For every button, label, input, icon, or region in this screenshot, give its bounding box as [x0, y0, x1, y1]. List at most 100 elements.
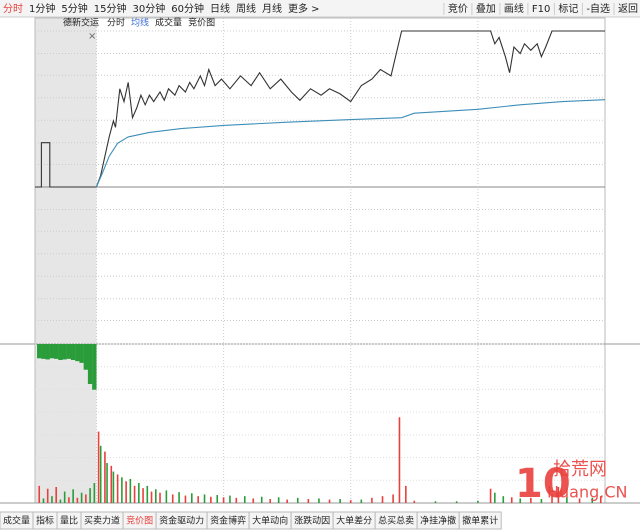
- volume-bar: [502, 496, 505, 503]
- auction-unmatched-bar: [83, 344, 89, 370]
- period-tab[interactable]: 月线: [262, 2, 282, 15]
- volume-bar: [243, 496, 246, 503]
- volume-bar: [318, 498, 320, 503]
- bottom-tab[interactable]: 总买总卖: [374, 511, 418, 530]
- volume-bar: [398, 417, 401, 503]
- volume-bar: [269, 498, 272, 503]
- header-item[interactable]: 竞价图: [188, 17, 215, 29]
- price-line: [35, 30, 605, 188]
- auction-volume-bar: [85, 494, 87, 503]
- close-button[interactable]: ×: [88, 31, 96, 42]
- header-item[interactable]: 成交量: [155, 17, 182, 29]
- volume-bar: [110, 465, 113, 503]
- bottom-tab[interactable]: 大单差分: [332, 511, 376, 530]
- stock-name: 德新交运: [63, 17, 99, 29]
- auction-unmatched-bar: [45, 344, 50, 360]
- volume-bar: [557, 486, 560, 503]
- header-item[interactable]: 分时: [107, 17, 125, 29]
- auction-volume-bar: [42, 498, 45, 503]
- period-tab[interactable]: 15分钟: [94, 2, 127, 15]
- tab-label: 涨跌动因: [294, 516, 330, 527]
- auction-volume-bar: [46, 488, 49, 503]
- toolbar-action[interactable]: 叠加: [476, 3, 496, 15]
- period-tab[interactable]: 更多 >: [288, 2, 320, 15]
- bottom-tab[interactable]: 竞价图: [122, 511, 157, 530]
- auction-unmatched-bar: [87, 344, 93, 385]
- auction-volume-bar: [72, 489, 74, 503]
- volume-bar: [307, 498, 310, 503]
- auction-unmatched-bar: [79, 344, 84, 363]
- auction-unmatched-bar: [75, 344, 80, 362]
- tab-label: 净挂净撤: [420, 515, 456, 527]
- period-tab[interactable]: 周线: [236, 2, 256, 15]
- volume-bar: [125, 481, 127, 503]
- volume-bar: [142, 488, 144, 503]
- period-tab[interactable]: 1分钟: [29, 2, 55, 15]
- toolbar-action[interactable]: F10: [532, 4, 550, 15]
- bottom-tab[interactable]: 大单动向: [248, 511, 292, 530]
- period-tab[interactable]: 日线: [210, 2, 230, 15]
- volume-bar: [540, 498, 543, 503]
- toolbar-action[interactable]: -自选: [586, 2, 610, 15]
- auction-unmatched-bar: [70, 344, 76, 361]
- volume-bar: [121, 477, 123, 503]
- volume-bar: [133, 485, 136, 503]
- auction-bg: [35, 18, 97, 503]
- volume-bar: [371, 497, 373, 503]
- watermark-name: 拾荒网: [553, 459, 607, 480]
- tab-label: 量比: [60, 515, 78, 527]
- volume-bar: [591, 497, 594, 503]
- volume-bar: [566, 497, 568, 503]
- bottom-tab[interactable]: 量比: [56, 511, 82, 530]
- tab-label: 资金驱动力: [159, 515, 204, 527]
- volume-bar: [159, 492, 161, 503]
- volume-bar: [328, 499, 331, 503]
- volume-bar: [530, 497, 532, 503]
- auction-unmatched-bar: [62, 344, 67, 360]
- bottom-tab[interactable]: 资金博弈: [206, 511, 250, 530]
- bottom-tab[interactable]: 涨跌动因: [290, 511, 334, 530]
- volume-bar: [154, 489, 157, 503]
- bottom-tab[interactable]: 净挂净撤: [416, 511, 460, 530]
- volume-bar: [339, 498, 341, 503]
- bottom-tab[interactable]: 撤单累计: [458, 511, 502, 530]
- toolbar-action[interactable]: 画线: [504, 2, 524, 15]
- volume-bar: [296, 497, 299, 503]
- volume-bar: [222, 497, 225, 503]
- period-tab[interactable]: 分时: [3, 3, 23, 15]
- auction-unmatched-bar: [58, 344, 63, 361]
- volume-bar: [277, 497, 280, 503]
- period-tab[interactable]: 5分钟: [61, 2, 87, 15]
- toolbar-bg: [0, 0, 640, 17]
- volume-bar: [210, 496, 212, 503]
- bottom-tab[interactable]: 成交量: [0, 511, 34, 530]
- volume-bar: [286, 499, 288, 503]
- volume-bar: [146, 485, 149, 503]
- auction-volume-bar: [63, 491, 66, 503]
- watermark-site: Huang.CN: [547, 483, 628, 502]
- toolbar-action[interactable]: 返回: [618, 3, 638, 15]
- tab-label: 总买总卖: [378, 515, 414, 527]
- volume-bar: [494, 492, 496, 503]
- bottom-tab[interactable]: 指标: [32, 511, 58, 530]
- bottom-tab[interactable]: 买卖力道: [80, 511, 124, 530]
- volume-bar: [381, 496, 384, 503]
- period-tab[interactable]: 60分钟: [171, 2, 204, 15]
- header-item[interactable]: 均线: [131, 17, 149, 29]
- auction-volume-bar: [38, 485, 41, 503]
- volume-bar: [392, 494, 394, 503]
- tab-label: 大单差分: [336, 515, 372, 527]
- toolbar-action[interactable]: 竞价: [448, 2, 468, 15]
- auction-unmatched-bar: [37, 344, 42, 359]
- tab-label: 大单动向: [252, 515, 288, 527]
- bottom-tab[interactable]: 资金驱动力: [155, 511, 208, 530]
- toolbar-action[interactable]: 标记: [558, 3, 578, 15]
- volume-bar: [150, 491, 153, 503]
- volume-bar: [97, 431, 100, 503]
- period-tab[interactable]: 30分钟: [132, 2, 165, 15]
- volume-bar: [203, 494, 206, 503]
- volume-bar: [116, 474, 119, 503]
- volume-bar: [178, 492, 180, 503]
- watermark: 10 拾荒网 Huang.CN: [515, 459, 628, 507]
